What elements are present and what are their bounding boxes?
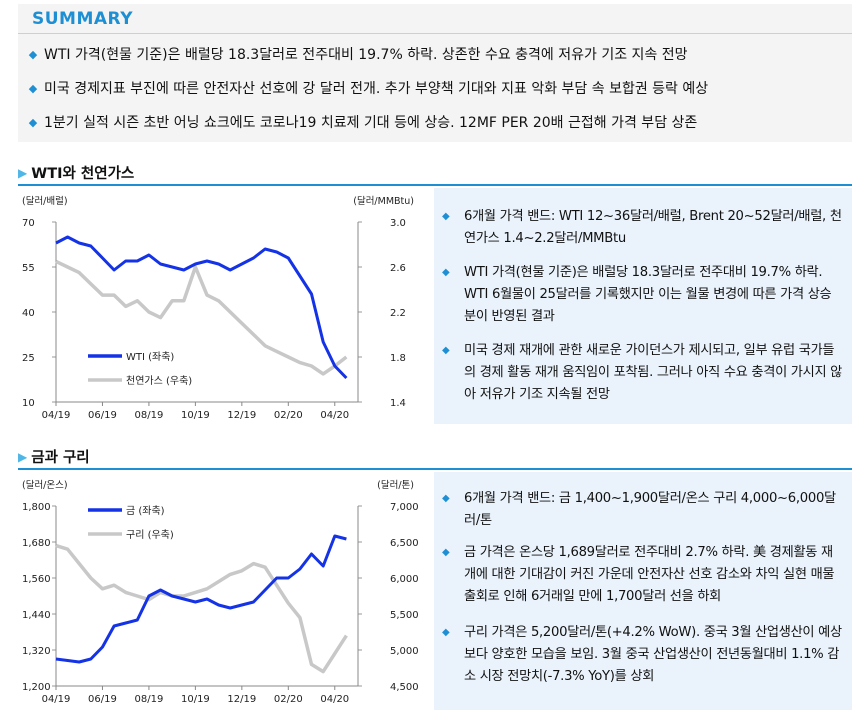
left-tick-label: 10: [22, 398, 35, 409]
right-axis-unit: (달러/MMBtu): [353, 195, 414, 207]
panel-item: ◆ 6개월 가격 밴드: 금 1,400~1,900달러/온스 구리 4,000~…: [442, 488, 842, 532]
x-tick-label: 12/19: [227, 694, 256, 705]
diamond-bullet-icon: ◆: [28, 116, 38, 129]
left-tick-label: 1,560: [22, 574, 51, 585]
left-axis-unit: (달러/배럴): [22, 195, 68, 207]
panel-item: ◆ WTI 가격(현물 기준)은 배럴당 18.3달러로 전주대비 19.7% 하…: [442, 262, 842, 328]
summary-divider: [18, 33, 852, 34]
gold-copper-chart-svg: (달러/온스) (달러/톤) 1,800 1,680 1,560 1,440 1,320 1,…: [22, 479, 418, 705]
right-tick-label: 5,500: [390, 610, 418, 621]
gold-copper-chart: (달러/온스) (달러/톤) 1,800 1,680 1,560 1,440 1,320 1,…: [18, 472, 418, 712]
section-title-oil: ▶ WTI와 천연가스: [18, 166, 135, 182]
oil-chart: (달러/배럴) (달러/MMBtu) 70 55 40 25 10 3.0 2.6 2.2 1.8 1…: [18, 188, 418, 428]
right-tick-label: 1.8: [390, 353, 406, 364]
panel-item: ◆ 구리 가격은 5,200달러/톤(+4.2% WoW). 중국 3월 산업생산…: [442, 622, 842, 688]
summary-box: SUMMARY ◆ WTI 가격(현물 기준)은 배럴당 18.3달러로 전주대비…: [18, 4, 852, 142]
x-tick-label: 06/19: [88, 694, 117, 705]
left-tick-label: 1,440: [22, 610, 51, 621]
panel-item: ◆ 6개월 가격 밴드: WTI 12~36달러/배럴, Brent 20~52달…: [442, 206, 842, 250]
oil-chart-svg: (달러/배럴) (달러/MMBtu) 70 55 40 25 10 3.0 2.6 2.2 1.8 1…: [22, 195, 414, 421]
section-divider: [18, 184, 852, 186]
summary-item: ◆ WTI 가격(현물 기준)은 배럴당 18.3달러로 전주대비 19.7% 하…: [22, 44, 688, 64]
right-tick-label: 1.4: [390, 398, 406, 409]
left-tick-label: 1,320: [22, 646, 51, 657]
right-tick-label: 4,500: [390, 682, 418, 693]
gold-commentary-panel: ◆ 6개월 가격 밴드: 금 1,400~1,900달러/온스 구리 4,000~…: [434, 472, 852, 710]
diamond-bullet-icon: ◆: [28, 82, 38, 95]
panel-item: ◆ 금 가격은 온스당 1,689달러로 전주대비 2.7% 하락. 美 경제활동…: [442, 542, 842, 608]
diamond-bullet-icon: ◆: [442, 267, 450, 278]
panel-item: ◆ 미국 경제 재개에 관한 새로운 가이던스가 제시되고, 일부 유럽 국가들의…: [442, 340, 842, 406]
left-tick-label: 1,200: [22, 682, 51, 693]
left-tick-label: 40: [22, 308, 35, 319]
oil-commentary-panel: ◆ 6개월 가격 밴드: WTI 12~36달러/배럴, Brent 20~52달…: [434, 188, 852, 424]
x-tick-label: 04/20: [320, 694, 349, 705]
diamond-bullet-icon: ◆: [442, 627, 450, 638]
x-tick-label: 04/20: [320, 410, 349, 421]
left-tick-label: 70: [22, 218, 35, 229]
summary-item: ◆ 미국 경제지표 부진에 따른 안전자산 선호에 강 달러 전개. 추가 부양책…: [22, 78, 708, 98]
diamond-bullet-icon: ◆: [442, 345, 450, 356]
x-tick-label: 10/19: [181, 410, 210, 421]
x-tick-label: 12/19: [227, 410, 256, 421]
legend-label: 금 (좌축): [126, 505, 165, 517]
x-tick-label: 10/19: [181, 694, 210, 705]
diamond-bullet-icon: ◆: [442, 211, 450, 222]
right-tick-label: 2.2: [390, 308, 406, 319]
right-axis-unit: (달러/톤): [377, 479, 414, 491]
series-line-right: [55, 543, 348, 674]
series-line-left: [55, 235, 348, 380]
legend-label: 천연가스 (우축): [126, 375, 192, 387]
x-tick-label: 04/19: [42, 694, 71, 705]
left-tick-label: 1,800: [22, 502, 51, 513]
legend-label: WTI (좌축): [126, 351, 174, 363]
summary-title: SUMMARY: [32, 9, 134, 29]
x-tick-label: 02/20: [274, 694, 303, 705]
left-tick-label: 25: [22, 353, 35, 364]
diamond-bullet-icon: ◆: [442, 493, 450, 504]
right-tick-label: 2.6: [390, 263, 406, 274]
section-title-gold: ▶ 금과 구리: [18, 450, 90, 466]
diamond-bullet-icon: ◆: [28, 48, 38, 61]
x-tick-label: 06/19: [88, 410, 117, 421]
right-tick-label: 6,500: [390, 538, 418, 549]
right-tick-label: 6,000: [390, 574, 418, 585]
x-tick-label: 08/19: [135, 410, 164, 421]
right-tick-label: 3.0: [390, 218, 406, 229]
right-tick-label: 5,000: [390, 646, 418, 657]
right-tick-label: 7,000: [390, 502, 418, 513]
x-tick-label: 02/20: [274, 410, 303, 421]
flag-icon: ▶: [18, 166, 28, 180]
series-line-right: [55, 259, 348, 376]
flag-icon: ▶: [18, 450, 28, 464]
x-tick-label: 04/19: [42, 410, 71, 421]
section-divider: [18, 468, 852, 470]
left-axis-unit: (달러/온스): [22, 479, 68, 491]
diamond-bullet-icon: ◆: [442, 547, 450, 558]
legend-label: 구리 (우축): [126, 529, 174, 541]
series-line-left: [55, 534, 347, 664]
x-tick-label: 08/19: [135, 694, 164, 705]
summary-item: ◆ 1분기 실적 시즌 초반 어닝 쇼크에도 코로나19 치료제 기대 등에 상승…: [22, 112, 698, 132]
left-tick-label: 55: [22, 263, 35, 274]
left-tick-label: 1,680: [22, 538, 51, 549]
